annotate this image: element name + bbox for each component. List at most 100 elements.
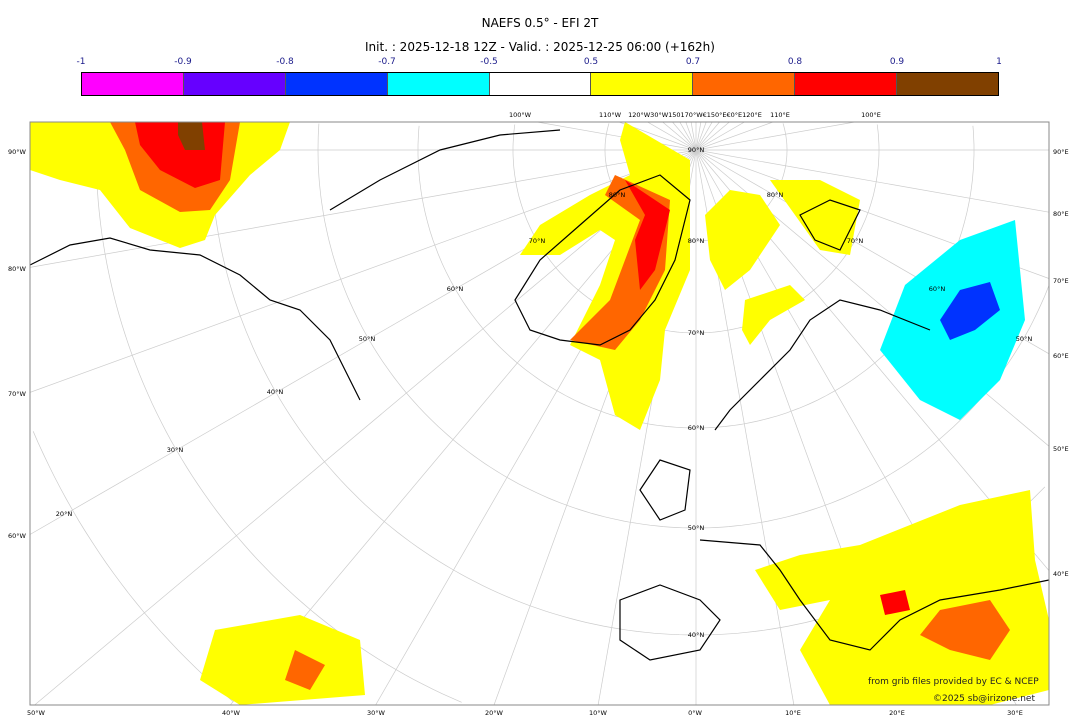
coastlines: [30, 129, 1049, 661]
meridian-line: [679, 122, 697, 151]
colorbar-segment: [795, 73, 898, 95]
bottom-axis-label: 0°W: [688, 709, 702, 717]
latitude-circle: [512, 124, 880, 334]
latitude-label: 80°N: [767, 191, 784, 199]
colorbar-tick-label: 0.7: [685, 57, 701, 67]
right-axis-label: 60°E: [1053, 352, 1069, 360]
meridian-line: [685, 122, 697, 151]
right-axis-label: 40°E: [1053, 570, 1069, 578]
right-axis-label: 80°E: [1053, 210, 1069, 218]
right-axis-label: 70°E: [1053, 277, 1069, 285]
latitude-label: 50°N: [688, 524, 705, 532]
latitude-label: 40°N: [688, 631, 705, 639]
latitude-label: 20°N: [56, 510, 73, 518]
top-axis-label: 110°E: [770, 111, 790, 119]
colorbar: [81, 72, 999, 96]
colorbar-segment: [387, 73, 490, 95]
bottom-axis-label: 20°W: [485, 709, 504, 717]
left-axis-label: 80°W: [8, 265, 27, 273]
colorbar-tick-label: 0.5: [583, 57, 599, 67]
efi-yellow-svalbard: [705, 190, 780, 290]
left-axis-label: 90°W: [8, 148, 27, 156]
latitude-label: 70°N: [847, 237, 864, 245]
latitude-label: 80°N: [609, 191, 626, 199]
colorbar-tick-label: -0.9: [174, 57, 192, 67]
latitude-circle: [317, 123, 1049, 529]
efi-red-greenland: [625, 180, 670, 290]
left-axis-label: 70°W: [8, 390, 27, 398]
left-axis-label: 60°W: [8, 532, 27, 540]
meridian-line: [537, 122, 697, 151]
meridian-line: [695, 122, 745, 151]
top-axis-label: 100°E: [861, 111, 881, 119]
efi-shading: [30, 122, 1049, 705]
source-credit: from grib files provided by EC & NCEP: [868, 677, 1039, 687]
efi-blue-russia: [940, 282, 1000, 340]
top-axis-label: 110°W: [599, 111, 622, 119]
bottom-axis-label: 20°E: [889, 709, 905, 717]
copyright: ©2025 sb@irizone.net: [933, 694, 1035, 704]
latitude-label: 50°N: [1016, 335, 1033, 343]
meridian-line: [695, 122, 730, 151]
colorbar-segment: [489, 73, 592, 95]
meridian-line: [30, 149, 697, 393]
colorbar-tick-label: -0.7: [378, 57, 396, 67]
latitude-label: 30°N: [167, 446, 184, 454]
colorbar-tick-label: -0.8: [276, 57, 294, 67]
colorbar-tick-label: 0.9: [889, 57, 905, 67]
colorbar-tick-label: -1: [76, 57, 86, 67]
efi-red-mediterranean: [880, 590, 910, 615]
latitude-label: 80°N: [688, 237, 705, 245]
bottom-axis-label: 10°W: [589, 709, 608, 717]
top-axis-label: 120°W30°W150170°W€150°E€0°E120°E: [628, 111, 762, 119]
meridian-line: [695, 122, 702, 151]
meridian-line: [695, 149, 1049, 213]
map-frame: [29, 121, 1050, 706]
efi-yellow-atlantic: [200, 615, 365, 705]
meridian-line: [695, 122, 774, 151]
meridian-line: [695, 122, 713, 151]
colorbar-segment: [82, 73, 184, 95]
meridian-line: [662, 122, 697, 151]
latitude-label: 70°N: [688, 329, 705, 337]
latitude-label: 60°N: [688, 424, 705, 432]
meridian-line: [34, 149, 697, 705]
colorbar-tick-label: 1: [996, 57, 1002, 67]
colorbar-segment: [693, 73, 796, 95]
meridian-line: [695, 122, 855, 151]
bottom-axis-label: 40°W: [222, 709, 241, 717]
meridian-line: [695, 122, 720, 151]
latitude-label: 90°N: [688, 146, 705, 154]
chart-title: NAEFS 0.5° - EFI 2T: [481, 16, 599, 30]
right-axis-label: 90°E: [1053, 148, 1069, 156]
meridian-line: [672, 122, 697, 151]
chart-subtitle: Init. : 2025-12-18 12Z - Valid. : 2025-1…: [365, 40, 715, 54]
efi-orange-mediterranean: [920, 600, 1010, 660]
top-axis-label: 100°W: [509, 111, 532, 119]
colorbar-segment: [183, 73, 286, 95]
latitude-label: 60°N: [929, 285, 946, 293]
bottom-axis-label: 50°W: [27, 709, 46, 717]
efi-yellow-norway: [742, 285, 805, 345]
meridian-line: [647, 122, 697, 151]
colorbar-segment: [897, 73, 999, 95]
latitude-label: 50°N: [359, 335, 376, 343]
bottom-axis-label: 30°W: [367, 709, 386, 717]
latitude-circle: [32, 431, 234, 702]
latitude-label: 40°N: [267, 388, 284, 396]
colorbar-segment: [285, 73, 388, 95]
colorbar-tick-label: -0.5: [480, 57, 498, 67]
latitude-label: 70°N: [529, 237, 546, 245]
efi-yellow-novaya: [770, 180, 860, 255]
meridian-line: [695, 122, 707, 151]
bottom-axis-label: 10°E: [785, 709, 801, 717]
right-axis-label: 50°E: [1053, 445, 1069, 453]
colorbar-tick-label: 0.8: [787, 57, 803, 67]
latitude-label: 60°N: [447, 285, 464, 293]
meridian-line: [690, 122, 697, 151]
colorbar-segment: [591, 73, 694, 95]
bottom-axis-label: 30°E: [1007, 709, 1023, 717]
efi-orange-atlantic: [285, 650, 325, 690]
